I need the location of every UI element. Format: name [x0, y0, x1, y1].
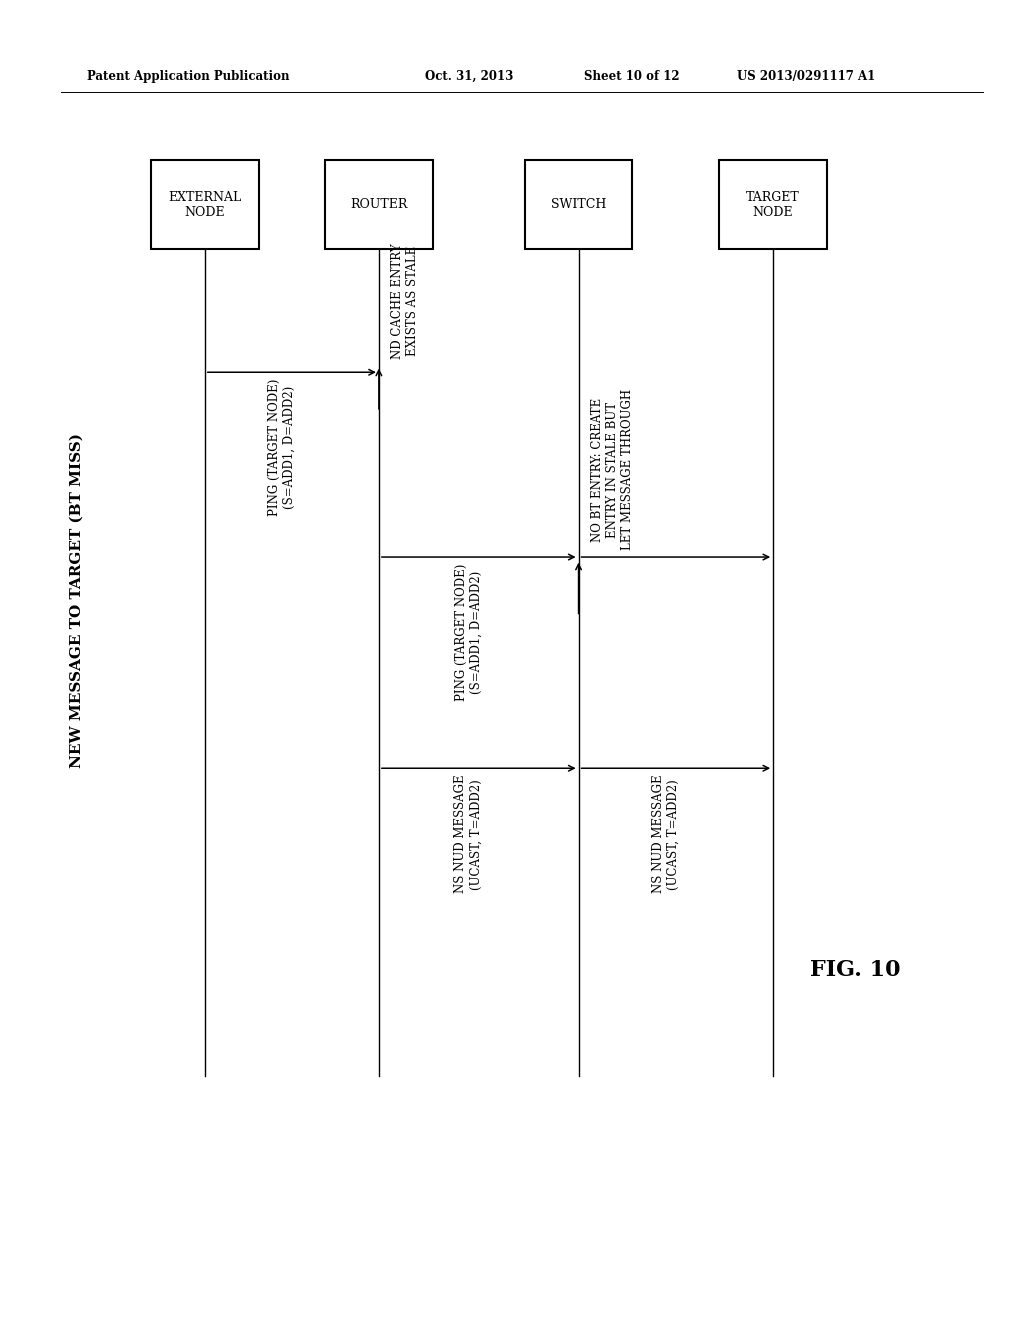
Text: NS NUD MESSAGE
(UCAST, T=ADD2): NS NUD MESSAGE (UCAST, T=ADD2)	[455, 775, 482, 894]
Text: NS NUD MESSAGE
(UCAST, T=ADD2): NS NUD MESSAGE (UCAST, T=ADD2)	[651, 775, 680, 894]
Text: PING (TARGET NODE)
(S=ADD1, D=ADD2): PING (TARGET NODE) (S=ADD1, D=ADD2)	[455, 564, 482, 701]
Bar	[326, 160, 432, 249]
Text: NEW MESSAGE TO TARGET (BT MISS): NEW MESSAGE TO TARGET (BT MISS)	[70, 433, 84, 768]
Bar	[152, 160, 258, 249]
Text: ND CACHE ENTRY
EXISTS AS STALE: ND CACHE ENTRY EXISTS AS STALE	[391, 243, 419, 359]
Bar	[524, 160, 632, 249]
Text: NO BT ENTRY: CREATE
ENTRY IN STALE BUT
LET MESSAGE THROUGH: NO BT ENTRY: CREATE ENTRY IN STALE BUT L…	[591, 389, 634, 550]
Text: ROUTER: ROUTER	[350, 198, 408, 211]
Text: PING (TARGET NODE)
(S=ADD1, D=ADD2): PING (TARGET NODE) (S=ADD1, D=ADD2)	[267, 379, 296, 516]
Text: Oct. 31, 2013: Oct. 31, 2013	[425, 70, 513, 83]
Bar	[719, 160, 827, 249]
Text: Patent Application Publication: Patent Application Publication	[87, 70, 290, 83]
Text: FIG. 10: FIG. 10	[810, 960, 900, 981]
Text: US 2013/0291117 A1: US 2013/0291117 A1	[737, 70, 876, 83]
Text: SWITCH: SWITCH	[551, 198, 606, 211]
Text: TARGET
NODE: TARGET NODE	[746, 190, 800, 219]
Text: EXTERNAL
NODE: EXTERNAL NODE	[168, 190, 242, 219]
Text: Sheet 10 of 12: Sheet 10 of 12	[584, 70, 679, 83]
